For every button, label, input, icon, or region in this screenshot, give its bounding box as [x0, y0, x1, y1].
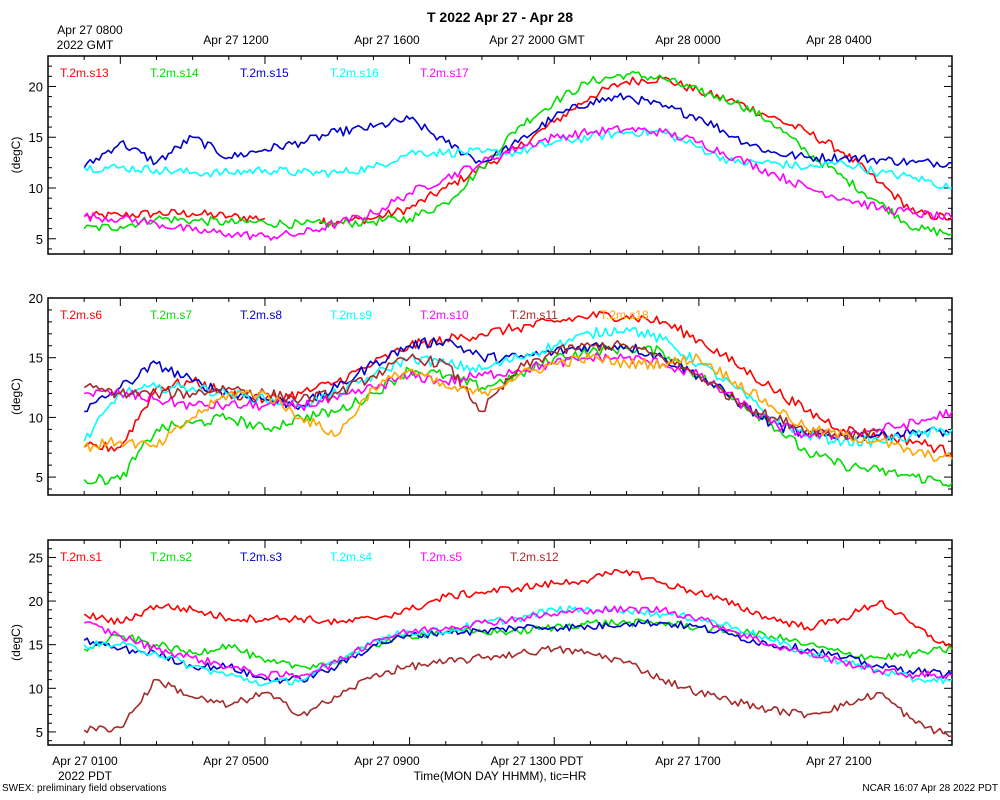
legend-entry: T.2m.s14 — [150, 66, 199, 80]
x-axis-title: Time(MON DAY HHMM), tic=HR — [414, 769, 587, 783]
series-line-T.2m.s8 — [84, 337, 953, 441]
top-axis-first-label: Apr 27 0800 — [57, 23, 123, 37]
top-axis-label: Apr 28 0400 — [806, 33, 872, 47]
y-tick-label: 5 — [36, 470, 43, 485]
y-tick-label: 15 — [29, 351, 43, 366]
legend-entry: T.2m.s2 — [150, 550, 192, 564]
y-tick-label: 10 — [29, 410, 43, 425]
series-line-T.2m.s17 — [83, 125, 953, 241]
y-tick-label: 10 — [29, 681, 43, 696]
bottom-axis-label: Apr 27 1300 PDT — [491, 754, 584, 768]
y-axis-label: (degC) — [9, 378, 23, 415]
series-line-T.2m.s14 — [83, 70, 953, 237]
series-line-T.2m.s7 — [83, 343, 953, 488]
series-line-T.2m.s5 — [83, 605, 953, 680]
legend-entry: T.2m.s9 — [330, 308, 372, 322]
series-line-T.2m.s18 — [83, 352, 953, 462]
bottom-axis-label: Apr 27 0900 — [354, 754, 420, 768]
top-axis-label: Apr 27 1600 — [354, 33, 420, 47]
y-tick-label: 20 — [29, 594, 43, 609]
y-tick-label: 5 — [36, 232, 43, 247]
bottom-axis-label: Apr 27 0100 — [52, 754, 118, 768]
chart-title: T 2022 Apr 27 - Apr 28 — [427, 9, 573, 25]
legend-entry: T.2m.s15 — [240, 66, 289, 80]
bottom-axis-label: Apr 27 1700 — [655, 754, 721, 768]
top-axis-label: Apr 27 1200 — [203, 33, 269, 47]
plot-frame — [47, 55, 953, 255]
y-tick-label: 10 — [29, 181, 43, 196]
legend-entry: T.2m.s16 — [330, 66, 379, 80]
plot-frame — [47, 297, 953, 496]
y-tick-label: 20 — [29, 291, 43, 306]
legend-entry: T.2m.s13 — [60, 66, 109, 80]
series-line-T.2m.s13 — [83, 75, 953, 228]
bottom-axis-label: Apr 27 0500 — [203, 754, 269, 768]
y-tick-label: 5 — [36, 725, 43, 740]
legend-entry: T.2m.s18 — [600, 308, 649, 322]
legend-entry: T.2m.s5 — [420, 550, 462, 564]
legend-entry: T.2m.s3 — [240, 550, 282, 564]
y-axis-label: (degC) — [9, 137, 23, 174]
y-tick-label: 25 — [29, 550, 43, 565]
legend-entry: T.2m.s4 — [330, 550, 372, 564]
bottom-axis-label: Apr 27 2100 — [806, 754, 872, 768]
legend-entry: T.2m.s1 — [60, 550, 102, 564]
series-line-T.2m.s10 — [84, 352, 953, 441]
legend-entry: T.2m.s8 — [240, 308, 282, 322]
plot-frame — [47, 539, 953, 746]
footer-source-note: SWEX: preliminary field observations — [2, 783, 167, 794]
legend-entry: T.2m.s11 — [510, 308, 558, 322]
bottom-axis-year-label: 2022 PDT — [58, 769, 113, 783]
series-line-T.2m.s11 — [83, 339, 880, 440]
series-line-T.2m.s2 — [83, 618, 953, 671]
series-line-T.2m.s16 — [83, 127, 953, 190]
legend-entry: T.2m.s12 — [510, 550, 559, 564]
y-axis-label: (degC) — [9, 624, 23, 661]
footer-timestamp: NCAR 16:07 Apr 28 2022 PDT — [862, 783, 998, 794]
series-line-T.2m.s12 — [83, 645, 952, 738]
y-tick-label: 15 — [29, 130, 43, 145]
legend-entry: T.2m.s6 — [60, 308, 102, 322]
series-line-T.2m.s1 — [83, 569, 953, 650]
legend-entry: T.2m.s7 — [150, 308, 192, 322]
y-tick-label: 20 — [29, 79, 43, 94]
legend-entry: T.2m.s17 — [420, 66, 469, 80]
y-tick-label: 15 — [29, 638, 43, 653]
series-line-T.2m.s15 — [83, 92, 953, 169]
top-axis-year-label: 2022 GMT — [57, 38, 114, 52]
top-axis-label: Apr 27 2000 GMT — [489, 33, 585, 47]
legend-entry: T.2m.s10 — [420, 308, 469, 322]
top-axis-label: Apr 28 0000 — [655, 33, 721, 47]
